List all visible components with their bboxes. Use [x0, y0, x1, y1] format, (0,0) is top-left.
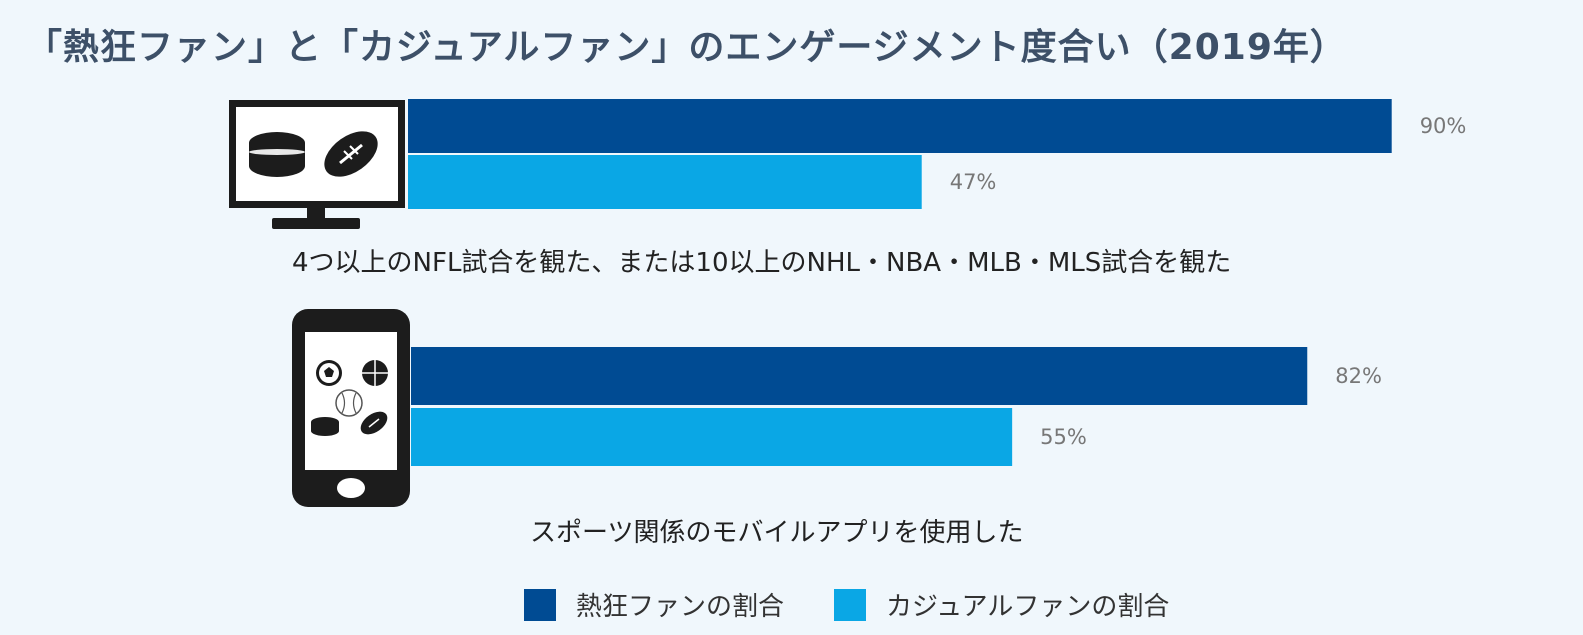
- bars-layer: 90% 82% 47% 55%: [408, 99, 1466, 466]
- bar-enthusiast-1: [411, 347, 1308, 405]
- category-label-mobile: スポーツ関係のモバイルアプリを使用した: [530, 518, 1024, 548]
- legend: 熱狂ファンの割合 カジュアルファンの割合: [524, 586, 1219, 623]
- value-label-casual-1: 55%: [1040, 425, 1087, 449]
- legend-label-casual: カジュアルファンの割合: [886, 592, 1170, 622]
- bar-enthusiast-0: [408, 99, 1392, 153]
- value-label-enthusiast-0: 90%: [1420, 114, 1467, 138]
- legend-swatch-enthusiast: [524, 588, 556, 621]
- smartphone-icon: [292, 309, 410, 507]
- value-label-casual-0: 47%: [950, 170, 997, 194]
- tv-monitor-icon: [229, 100, 405, 229]
- legend-swatch-casual: [834, 588, 867, 621]
- value-label-enthusiast-1: 82%: [1335, 364, 1382, 388]
- legend-label-enthusiast: 熱狂ファンの割合: [576, 592, 785, 622]
- legend-item-casual: カジュアルファンの割合: [834, 586, 1169, 623]
- bar-casual-0: [408, 155, 922, 209]
- bar-casual-1: [411, 408, 1013, 466]
- legend-item-enthusiast: 熱狂ファンの割合: [524, 586, 784, 623]
- category-label-tv: 4つ以上のNFL試合を観た、または10以上のNHL・NBA・MLB・MLS試合を…: [292, 248, 1232, 278]
- chart-title: 「熱狂ファン」と「カジュアルファン」のエンゲージメント度合い（2019年）: [26, 27, 1347, 68]
